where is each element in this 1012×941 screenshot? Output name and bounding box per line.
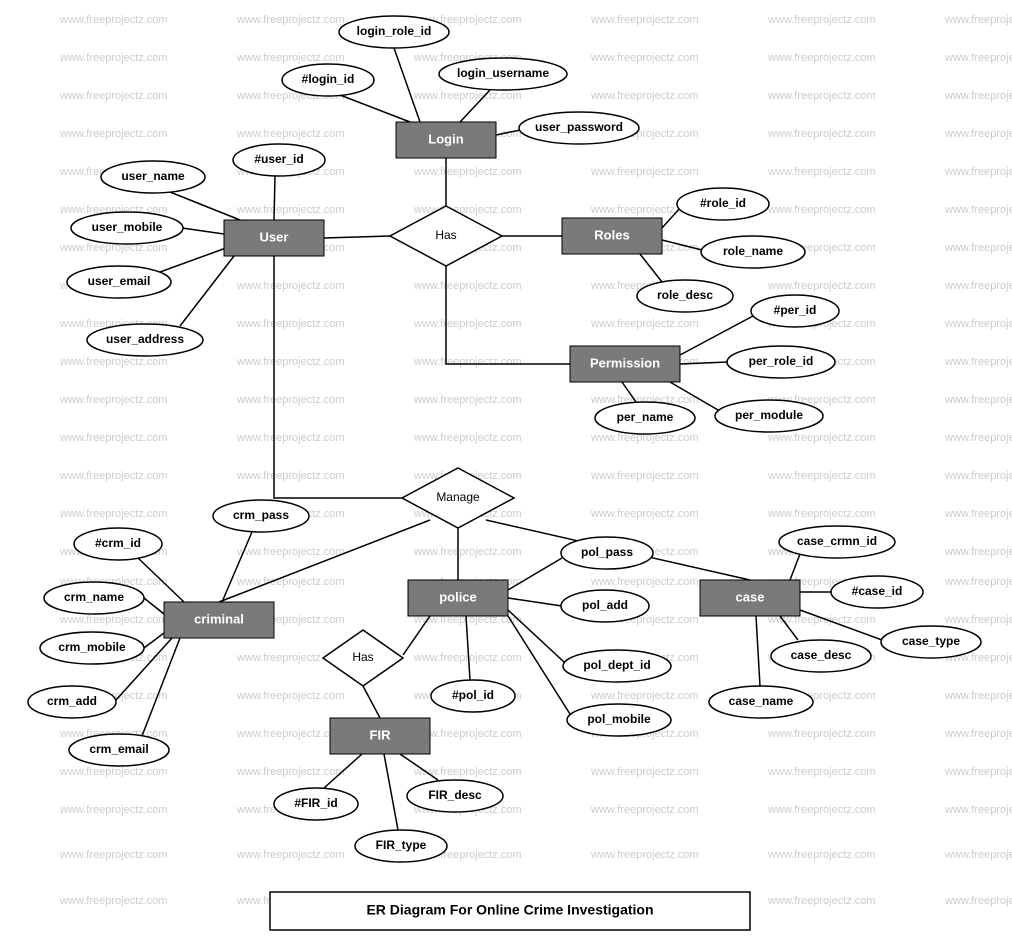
- entity-label: criminal: [194, 611, 244, 626]
- edge: [182, 228, 224, 234]
- attr-label: per_name: [617, 410, 674, 424]
- attr-label: crm_mobile: [58, 640, 126, 654]
- edge: [780, 616, 798, 640]
- edge: [622, 382, 636, 402]
- relationship-label: Has: [435, 228, 456, 242]
- edge: [324, 754, 362, 788]
- attr-label: user_address: [106, 332, 184, 346]
- attr-label: user_name: [121, 169, 185, 183]
- entity-label: Permission: [590, 355, 660, 370]
- entity-label: case: [736, 589, 765, 604]
- edge: [756, 616, 760, 686]
- attr-label: #case_id: [852, 584, 903, 598]
- attr-label: pol_dept_id: [583, 658, 650, 672]
- edge: [274, 256, 402, 498]
- entity-label: Login: [428, 131, 463, 146]
- attr-label: #user_id: [254, 152, 303, 166]
- er-diagram: Has Manage Has login_role_id #login_id login_…: [0, 0, 1012, 941]
- attr-label: role_desc: [657, 288, 713, 302]
- edge: [508, 616, 570, 714]
- attr-label: role_name: [723, 244, 783, 258]
- attr-label: #pol_id: [452, 688, 494, 702]
- edge: [394, 48, 420, 122]
- edge: [640, 254, 662, 282]
- attr-label: crm_pass: [233, 508, 289, 522]
- entity-label: FIR: [370, 727, 392, 742]
- edge: [340, 95, 410, 122]
- relationship-label: Has: [352, 650, 373, 664]
- entity-label: police: [439, 589, 477, 604]
- edge: [508, 558, 562, 590]
- edge: [142, 638, 180, 736]
- edge: [508, 610, 564, 662]
- attr-label: user_email: [88, 274, 151, 288]
- attr-label: #login_id: [302, 72, 355, 86]
- attr-label: user_mobile: [92, 220, 163, 234]
- edge: [662, 240, 702, 250]
- edge: [680, 316, 753, 355]
- edge: [800, 610, 882, 640]
- attr-label: pol_add: [582, 598, 628, 612]
- attr-label: crm_name: [64, 590, 124, 604]
- attr-label: case_desc: [791, 648, 852, 662]
- edge: [446, 266, 570, 364]
- edge: [274, 176, 275, 220]
- attr-label: #crm_id: [95, 536, 141, 550]
- entity-label: User: [260, 229, 289, 244]
- attr-label: #per_id: [774, 303, 817, 317]
- edge: [363, 686, 380, 718]
- attr-label: crm_email: [89, 742, 148, 756]
- attr-label: case_type: [902, 634, 960, 648]
- edge: [180, 256, 234, 326]
- edge: [400, 754, 438, 780]
- attr-label: crm_add: [47, 694, 97, 708]
- attr-label: #role_id: [700, 196, 746, 210]
- relationship-label: Manage: [436, 490, 480, 504]
- edge: [680, 362, 728, 364]
- edge: [662, 208, 680, 228]
- attr-label: case_crmn_id: [797, 534, 877, 548]
- edge: [160, 248, 226, 272]
- edge: [403, 616, 430, 655]
- edge: [466, 616, 470, 680]
- attr-label: user_password: [535, 120, 623, 134]
- edge: [460, 90, 490, 122]
- attr-label: FIR_desc: [428, 788, 482, 802]
- edge: [790, 554, 800, 580]
- title-label: ER Diagram For Online Crime Investigatio…: [366, 902, 653, 918]
- attr-label: login_role_id: [357, 24, 432, 38]
- edge: [138, 558, 184, 602]
- edge: [170, 192, 240, 220]
- attr-label: login_username: [457, 66, 549, 80]
- edge: [508, 598, 562, 606]
- attr-label: case_name: [729, 694, 794, 708]
- edge: [324, 236, 390, 238]
- edge: [384, 754, 398, 830]
- attr-label: per_module: [735, 408, 803, 422]
- attr-label: FIR_type: [376, 838, 427, 852]
- attr-label: per_role_id: [749, 354, 814, 368]
- attr-label: pol_pass: [581, 545, 633, 559]
- attr-label: #FIR_id: [294, 796, 337, 810]
- entity-label: Roles: [594, 227, 629, 242]
- attr-label: pol_mobile: [587, 712, 651, 726]
- edge: [144, 598, 164, 614]
